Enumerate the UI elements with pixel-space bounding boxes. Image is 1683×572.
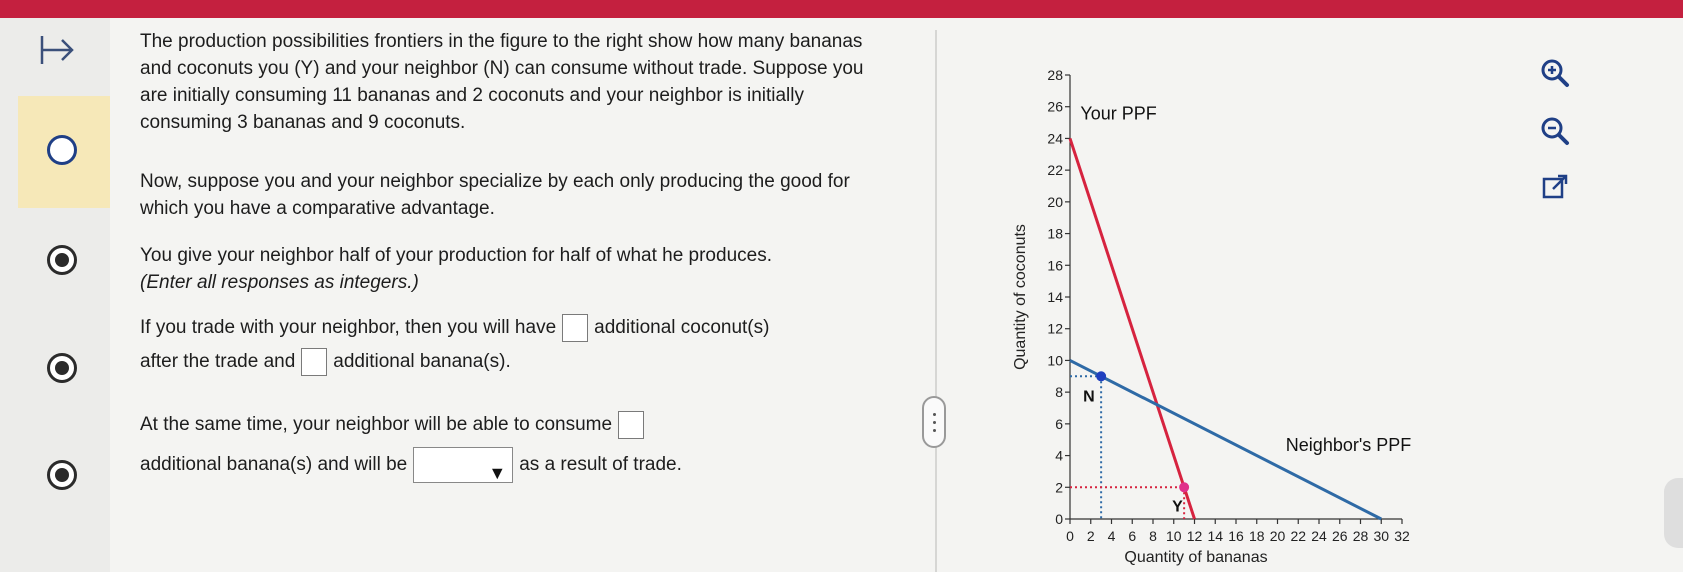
x-tick-label: 10: [1166, 528, 1182, 544]
your-ppf-line: [1068, 137, 1196, 520]
x-tick-label: 6: [1128, 528, 1136, 544]
x-tick-label: 22: [1290, 528, 1306, 544]
question-paragraph-2: Now, suppose you and your neighbor speci…: [140, 171, 850, 219]
question-paragraph-1: The production possibilities frontiers i…: [140, 31, 864, 133]
x-tick-label: 14: [1207, 528, 1223, 544]
y-tick-label: 26: [1047, 99, 1063, 115]
neighbor-ppf-label: Neighbor's PPF: [1286, 435, 1412, 455]
y-tick-label: 22: [1047, 162, 1063, 178]
y-tick-label: 2: [1055, 479, 1063, 495]
x-tick-label: 2: [1087, 528, 1095, 544]
x-tick-label: 18: [1249, 528, 1265, 544]
y-axis-title: Quantity of coconuts: [1012, 224, 1029, 370]
neighbor-bananas-answer-box[interactable]: [618, 410, 645, 439]
x-tick-label: 16: [1228, 528, 1244, 544]
x-tick-label: 20: [1270, 528, 1286, 544]
integer-note: (Enter all responses as integers.): [140, 272, 419, 293]
y-tick-label: 28: [1047, 67, 1063, 83]
part-3-indicator[interactable]: [47, 353, 77, 383]
y-tick-label: 8: [1055, 384, 1063, 400]
y-tick-label: 12: [1047, 321, 1063, 337]
x-tick-label: 4: [1108, 528, 1116, 544]
y-tick-label: 6: [1055, 416, 1063, 432]
answer-4-suffix: as a result of trade.: [519, 454, 682, 475]
bananas-answer-box[interactable]: [301, 347, 328, 376]
better-off-dropdown[interactable]: ▼: [413, 446, 514, 483]
answer-4-prefix: additional banana(s) and will be: [140, 454, 408, 475]
question-panel: [110, 18, 1683, 572]
zoom-in-icon[interactable]: [1538, 56, 1572, 90]
y-tick-label: 18: [1047, 226, 1063, 242]
x-tick-label: 0: [1066, 528, 1074, 544]
y-tick-label: 14: [1047, 289, 1063, 305]
top-bar: [0, 0, 1683, 18]
consumption-point-n: [1096, 371, 1107, 382]
side-scroll-handle[interactable]: [1664, 478, 1683, 548]
answer-3-prefix: At the same time, your neighbor will be …: [140, 414, 613, 435]
question-intro: The production possibilities frontiers i…: [140, 28, 890, 136]
answer-2-prefix: after the trade and: [140, 351, 296, 372]
x-tick-label: 24: [1311, 528, 1327, 544]
x-tick-label: 30: [1373, 528, 1389, 544]
x-tick-label: 12: [1187, 528, 1203, 544]
part-4-indicator[interactable]: [47, 460, 77, 490]
point-label-n: N: [1083, 388, 1095, 405]
x-tick-label: 8: [1149, 528, 1157, 544]
answer-1-suffix: additional coconut(s): [594, 317, 770, 338]
panel-resize-handle[interactable]: [922, 396, 946, 448]
dropdown-arrow-icon: ▼: [488, 462, 507, 483]
panel-divider: [935, 30, 937, 572]
answer-1-prefix: If you trade with your neighbor, then yo…: [140, 317, 557, 338]
part-1-indicator[interactable]: [47, 135, 77, 165]
coconuts-answer-box[interactable]: [562, 313, 589, 342]
y-tick-label: 4: [1055, 448, 1063, 464]
y-tick-label: 0: [1055, 511, 1063, 527]
answer-2-suffix: additional banana(s).: [333, 351, 511, 372]
question-trade: You give your neighbor half of your prod…: [140, 242, 900, 296]
your-ppf-label: Your PPF: [1080, 103, 1156, 123]
y-tick-label: 16: [1047, 257, 1063, 273]
zoom-out-icon[interactable]: [1538, 114, 1572, 148]
y-tick-label: 10: [1047, 352, 1063, 368]
x-tick-label: 28: [1353, 528, 1369, 544]
collapse-arrow-icon[interactable]: [38, 30, 78, 70]
consumption-point-y: [1179, 482, 1190, 493]
x-axis-title: Quantity of bananas: [1124, 549, 1267, 566]
neighbor-ppf-line: [1069, 359, 1382, 521]
x-tick-label: 26: [1332, 528, 1348, 544]
question-specialize: Now, suppose you and your neighbor speci…: [140, 168, 880, 222]
answer-part-1: If you trade with your neighbor, then yo…: [140, 311, 900, 379]
y-tick-label: 24: [1047, 130, 1063, 146]
question-paragraph-3: You give your neighbor half of your prod…: [140, 245, 772, 266]
answer-part-2: At the same time, your neighbor will be …: [140, 405, 920, 485]
y-tick-label: 20: [1047, 194, 1063, 210]
part-2-indicator[interactable]: [47, 245, 77, 275]
external-link-icon[interactable]: [1538, 170, 1572, 204]
point-label-y: Y: [1172, 498, 1183, 515]
x-tick-label: 32: [1394, 528, 1410, 544]
